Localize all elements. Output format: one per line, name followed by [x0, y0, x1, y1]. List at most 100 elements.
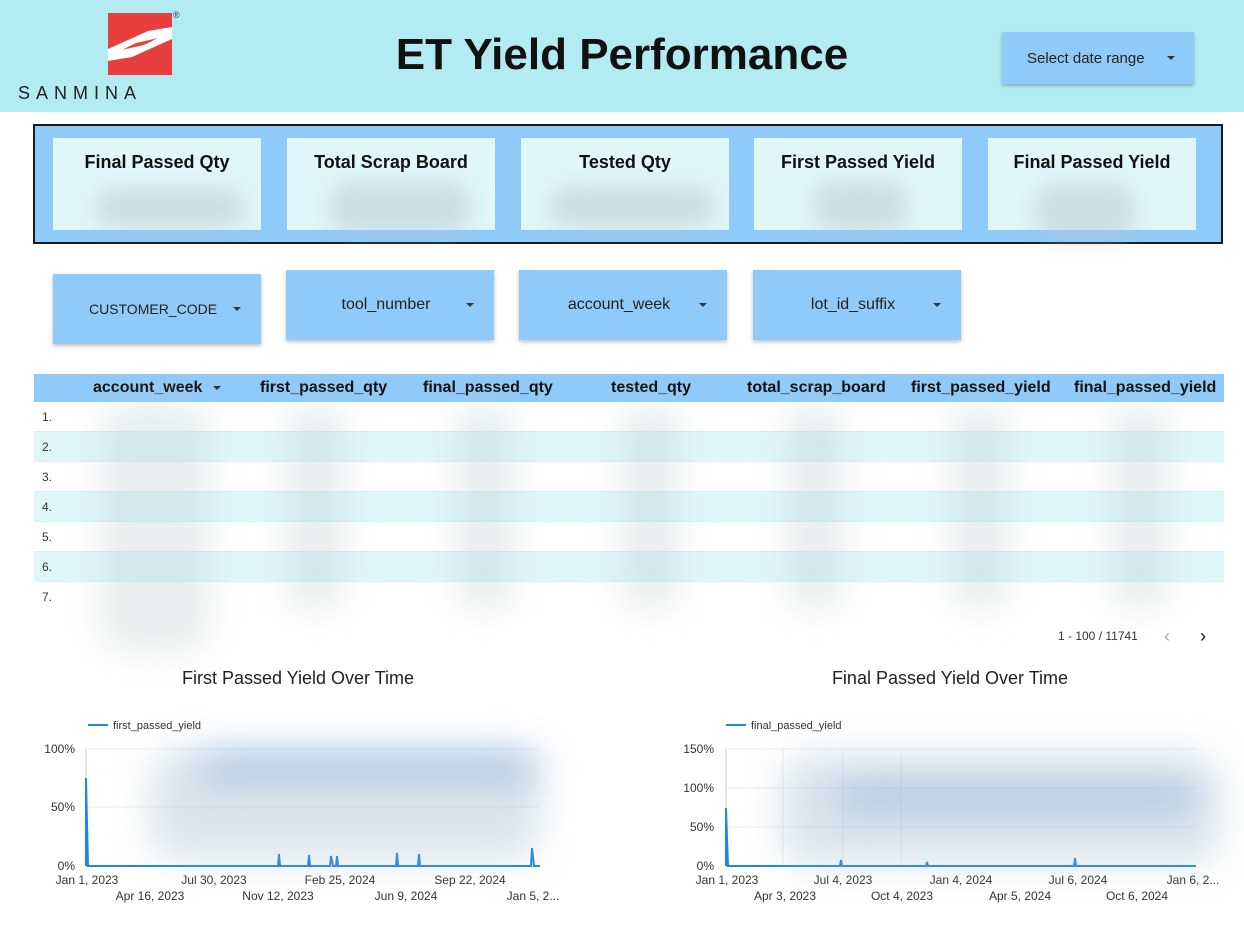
- kpi-label: First Passed Yield: [780, 152, 936, 172]
- column-header-final-passed-yield[interactable]: final_passed_yield: [1074, 379, 1217, 396]
- row-number: 2.: [42, 440, 53, 454]
- redacted-blur: [835, 785, 1195, 810]
- table-row[interactable]: 3.: [34, 462, 1224, 492]
- table-header: account_week first_passed_qty final_pass…: [34, 374, 1224, 402]
- series-line: [725, 807, 1196, 867]
- header-bar: ® SANMINA ET Yield Performance Select da…: [0, 0, 1244, 112]
- chart-final-passed-yield: final_passed_yield 150% 100% 50% 0% Jan …: [640, 710, 1240, 910]
- filter-tool-number[interactable]: tool_number: [286, 270, 494, 340]
- redacted-blur: [330, 182, 470, 234]
- y-tick-label: 50%: [51, 800, 75, 814]
- data-table: account_week first_passed_qty final_pass…: [34, 374, 1224, 612]
- x-tick-label: Apr 5, 2024: [989, 889, 1051, 903]
- row-number: 7.: [42, 590, 53, 604]
- y-tick-label: 100%: [683, 781, 714, 795]
- redacted-blur: [200, 755, 540, 780]
- y-tick-label: 150%: [683, 742, 714, 756]
- row-number: 3.: [42, 470, 53, 484]
- redacted-blur: [813, 181, 908, 231]
- x-tick-label: Oct 6, 2024: [1106, 889, 1168, 903]
- redacted-blur: [1035, 184, 1135, 239]
- table-row[interactable]: 5.: [34, 522, 1224, 552]
- filter-label: CUSTOMER_CODE: [88, 301, 218, 317]
- x-tick-label: Jan 1, 2023: [696, 873, 759, 887]
- chevron-down-icon: [466, 303, 474, 307]
- column-header-first-passed-qty[interactable]: first_passed_qty: [260, 379, 388, 396]
- x-tick-label: Jul 4, 2023: [814, 873, 873, 887]
- x-tick-label: Jan 5, 2...: [507, 889, 560, 903]
- x-tick-label: Sep 22, 2024: [434, 873, 506, 887]
- page-title: ET Yield Performance: [395, 30, 849, 79]
- chart-first-passed-yield: first_passed_yield 100% 50% 0% Jan 1, 20…: [0, 710, 600, 910]
- redacted-blur: [455, 402, 515, 612]
- filter-label: tool_number: [341, 296, 431, 313]
- chevron-down-icon: [933, 303, 941, 307]
- column-header-first-passed-yield[interactable]: first_passed_yield: [911, 379, 1051, 396]
- x-tick-label: Oct 4, 2023: [871, 889, 933, 903]
- row-number: 4.: [42, 500, 53, 514]
- column-header-tested-qty[interactable]: tested_qty: [611, 379, 692, 396]
- chart-svg: first_passed_yield 100% 50% 0% Jan 1, 20…: [44, 720, 560, 903]
- filter-label: lot_id_suffix: [810, 296, 896, 313]
- table-row[interactable]: 1.: [34, 402, 1224, 432]
- sanmina-logo-mark-icon: [108, 13, 172, 75]
- filter-account-week[interactable]: account_week: [519, 270, 727, 340]
- redacted-blur: [780, 755, 1220, 865]
- table-row[interactable]: 6.: [34, 552, 1224, 582]
- y-tick-label: 0%: [697, 859, 715, 873]
- y-tick-label: 0%: [58, 859, 76, 873]
- row-number: 6.: [42, 560, 53, 574]
- legend-label: final_passed_yield: [751, 720, 842, 732]
- redacted-blur: [1110, 402, 1170, 612]
- redacted-blur: [95, 188, 245, 228]
- legend-label: first_passed_yield: [113, 720, 201, 732]
- chevron-left-icon[interactable]: ‹: [1164, 626, 1170, 646]
- chevron-down-icon: [699, 303, 707, 307]
- column-header-final-passed-qty[interactable]: final_passed_qty: [423, 379, 553, 396]
- filter-customer-code[interactable]: CUSTOMER_CODE: [53, 274, 261, 344]
- chevron-down-icon: [233, 307, 241, 311]
- x-tick-label: Jul 6, 2024: [1049, 873, 1108, 887]
- table-row[interactable]: 2.: [34, 432, 1224, 462]
- kpi-label: Total Scrap Board: [314, 152, 468, 172]
- table-row[interactable]: 4.: [34, 492, 1224, 522]
- kpi-label: Final Passed Yield: [1013, 152, 1171, 172]
- row-number: 1.: [42, 410, 53, 424]
- chart-title-first-passed-yield: First Passed Yield Over Time: [181, 668, 415, 688]
- chart-title-final-passed-yield: Final Passed Yield Over Time: [831, 668, 1069, 688]
- redacted-blur: [550, 186, 715, 228]
- logo-text: SANMINA: [18, 83, 143, 103]
- y-tick-label: 50%: [690, 820, 714, 834]
- sort-down-icon[interactable]: [212, 385, 221, 390]
- chevron-down-icon: [1166, 56, 1175, 60]
- filter-label: account_week: [567, 296, 671, 313]
- y-tick-label: 100%: [44, 742, 75, 756]
- row-number: 5.: [42, 530, 53, 544]
- column-header-total-scrap-board[interactable]: total_scrap_board: [747, 379, 886, 396]
- x-tick-label: Apr 16, 2023: [116, 889, 185, 903]
- date-range-label: Select date range: [1027, 49, 1145, 67]
- x-tick-label: Apr 3, 2023: [754, 889, 816, 903]
- column-header-label: account_week: [93, 379, 203, 396]
- x-tick-label: Jul 30, 2023: [181, 873, 247, 887]
- x-tick-label: Feb 25, 2024: [305, 873, 376, 887]
- chevron-right-icon[interactable]: ›: [1200, 626, 1206, 646]
- pagination-text: 1 - 100 / 11741: [1058, 629, 1138, 643]
- x-tick-label: Nov 12, 2023: [242, 889, 314, 903]
- redacted-blur: [100, 402, 210, 652]
- table-row[interactable]: 7.: [34, 582, 1224, 612]
- filter-lot-id-suffix[interactable]: lot_id_suffix: [753, 270, 961, 340]
- kpi-label: Tested Qty: [579, 152, 671, 172]
- redacted-blur: [150, 750, 540, 860]
- redacted-blur: [620, 402, 680, 612]
- x-tick-label: Jun 9, 2024: [375, 889, 438, 903]
- kpi-label: Final Passed Qty: [84, 152, 230, 172]
- kpi-panel: Final Passed Qty Total Scrap Board Teste…: [33, 124, 1223, 244]
- sanmina-logo: ® SANMINA: [16, 10, 186, 106]
- column-header-account-week[interactable]: account_week: [93, 379, 221, 397]
- date-range-button[interactable]: Select date range: [1002, 32, 1194, 84]
- x-tick-label: Jan 4, 2024: [930, 873, 993, 887]
- redacted-blur: [950, 402, 1010, 612]
- x-tick-label: Jan 6, 2...: [1167, 873, 1220, 887]
